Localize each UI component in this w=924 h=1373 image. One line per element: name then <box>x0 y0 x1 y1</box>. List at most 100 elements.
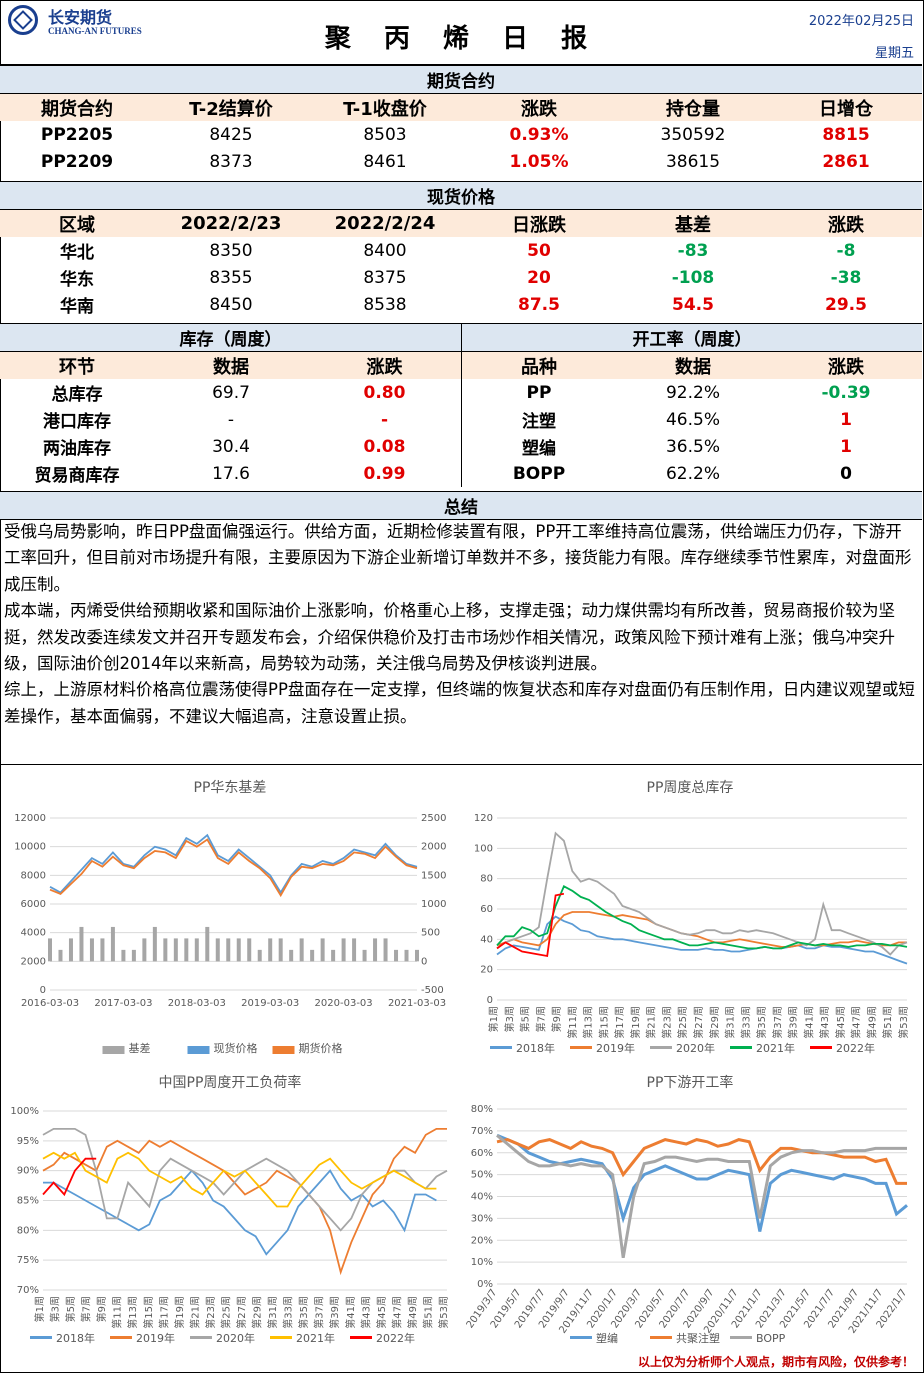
legend-swatch <box>650 1336 672 1339</box>
basis-bar <box>236 938 241 962</box>
x-tick-label: 第35周 <box>297 1296 310 1329</box>
y-right-tick-label: 0 <box>421 956 427 967</box>
col-header: 数据 <box>154 351 308 379</box>
cell: 两油库存 <box>43 439 111 459</box>
cell: 华北 <box>60 243 94 263</box>
legend-swatch <box>190 1336 212 1339</box>
basis-bar <box>415 949 419 962</box>
legend-swatch <box>650 1046 672 1049</box>
y-tick-label: 12000 <box>14 813 46 824</box>
legend-swatch <box>350 1336 372 1339</box>
basis-bar <box>58 949 63 962</box>
chart-title: PP周度总库存 <box>647 780 734 796</box>
report-title: 聚 丙 烯 日 报 <box>324 24 600 54</box>
cell: 0.93% <box>509 124 569 145</box>
cell: 注塑 <box>461 406 616 433</box>
chart-title: PP华东基差 <box>194 779 267 796</box>
basis-bar <box>48 938 52 962</box>
x-tick-label: 第51周 <box>421 1296 434 1329</box>
table-row: 贸易商库存 17.6 0.99 BOPP 62.2% 0 <box>0 460 922 487</box>
cell: 8425 <box>209 124 253 145</box>
cell: 62.2% <box>665 463 720 484</box>
x-tick-label: 2020-03-03 <box>315 998 373 1009</box>
col-header: 基差 <box>616 209 770 237</box>
table-row: 华东 8355 8375 20 -108 -38 <box>0 264 922 291</box>
cell: - <box>227 409 235 430</box>
col-header: 数据 <box>616 351 770 379</box>
basis-bar <box>100 938 105 962</box>
x-tick-label: 第37周 <box>313 1296 326 1329</box>
x-tick-label: 2018-03-03 <box>168 998 226 1009</box>
cell: 华南 <box>60 297 94 317</box>
y-tick-label: 20 <box>480 965 493 976</box>
cell: 贸易商库存 <box>34 466 120 486</box>
basis-bar <box>215 938 220 962</box>
basis-bar <box>373 938 378 962</box>
x-tick-label: 第5周 <box>519 1006 532 1032</box>
x-tick-label: 第29周 <box>251 1296 264 1329</box>
cell: 8400 <box>363 240 407 261</box>
x-tick-label: 第45周 <box>375 1296 388 1329</box>
cell: 0.80 <box>363 382 406 403</box>
basis-bar <box>121 949 126 962</box>
cell: 1.05% <box>509 151 569 172</box>
x-tick-label: 第45周 <box>834 1006 847 1039</box>
col-header: 涨跌 <box>770 351 922 379</box>
x-tick-label: 第25周 <box>676 1006 689 1039</box>
y-tick-label: 95% <box>17 1136 39 1147</box>
x-tick-label: 第41周 <box>344 1296 357 1329</box>
cell: 69.7 <box>212 382 250 403</box>
y-right-tick-label: 1000 <box>421 899 446 910</box>
series-line <box>496 831 908 956</box>
x-tick-label: 第1周 <box>487 1006 500 1032</box>
x-tick-label: 第13周 <box>126 1296 139 1329</box>
series-line <box>49 838 418 898</box>
basis-bar <box>205 926 210 962</box>
col-header: 环节 <box>0 351 154 379</box>
cell: 8503 <box>363 124 407 145</box>
cell: 8450 <box>209 294 253 315</box>
cell: 350592 <box>660 124 726 145</box>
series-line <box>496 915 908 965</box>
series-line <box>496 1134 907 1259</box>
y-tick-label: 0% <box>477 1279 493 1290</box>
x-tick-label: 第27周 <box>235 1296 248 1329</box>
legend-swatch <box>270 1336 292 1339</box>
table-row: 两油库存 30.4 0.08 塑编 36.5% 1 <box>0 433 922 460</box>
cell: 0 <box>840 463 852 484</box>
legend-label: 共聚注塑 <box>676 1331 720 1345</box>
basis-bar <box>163 938 168 962</box>
x-tick-label: 第19周 <box>629 1006 642 1039</box>
series-line <box>496 1133 908 1232</box>
table-row: 华北 8350 8400 50 -83 -8 <box>0 237 922 264</box>
legend-swatch <box>110 1336 132 1339</box>
legend-label: 塑编 <box>596 1331 618 1345</box>
basis-bar <box>362 949 367 962</box>
x-tick-label: 第9周 <box>550 1006 563 1032</box>
section-title: 期货合约 <box>0 65 922 94</box>
table-row: 华南 8450 8538 87.5 54.5 29.5 <box>0 291 922 318</box>
x-tick-label: 第33周 <box>282 1296 295 1329</box>
report-weekday: 星期五 <box>874 46 914 61</box>
legend-label: 现货价格 <box>214 1041 258 1055</box>
col-header: 2022/2/24 <box>308 209 462 237</box>
x-tick-label: 第23周 <box>204 1296 217 1329</box>
report-date: 2022年02月25日 <box>808 14 914 29</box>
cell: 8355 <box>209 267 253 288</box>
series-line <box>496 885 908 950</box>
y-tick-label: 90% <box>17 1166 39 1177</box>
chart-downstream: PP下游开工率0%10%20%30%40%50%60%70%80%2019/3/… <box>465 1074 909 1345</box>
cell: - <box>380 409 389 430</box>
cell: -38 <box>830 267 862 288</box>
legend-swatch <box>810 1046 832 1049</box>
col-header: T-1收盘价 <box>308 93 462 121</box>
basis-bar <box>110 926 115 962</box>
y-tick-label: 50% <box>471 1170 493 1181</box>
cell: 华东 <box>60 270 94 290</box>
y-tick-label: 0 <box>40 985 46 996</box>
x-tick-label: 第17周 <box>157 1296 170 1329</box>
basis-bar <box>257 949 262 962</box>
y-tick-label: 100 <box>474 843 493 854</box>
cell: 1 <box>840 436 852 457</box>
col-header: 日增仓 <box>770 93 922 121</box>
